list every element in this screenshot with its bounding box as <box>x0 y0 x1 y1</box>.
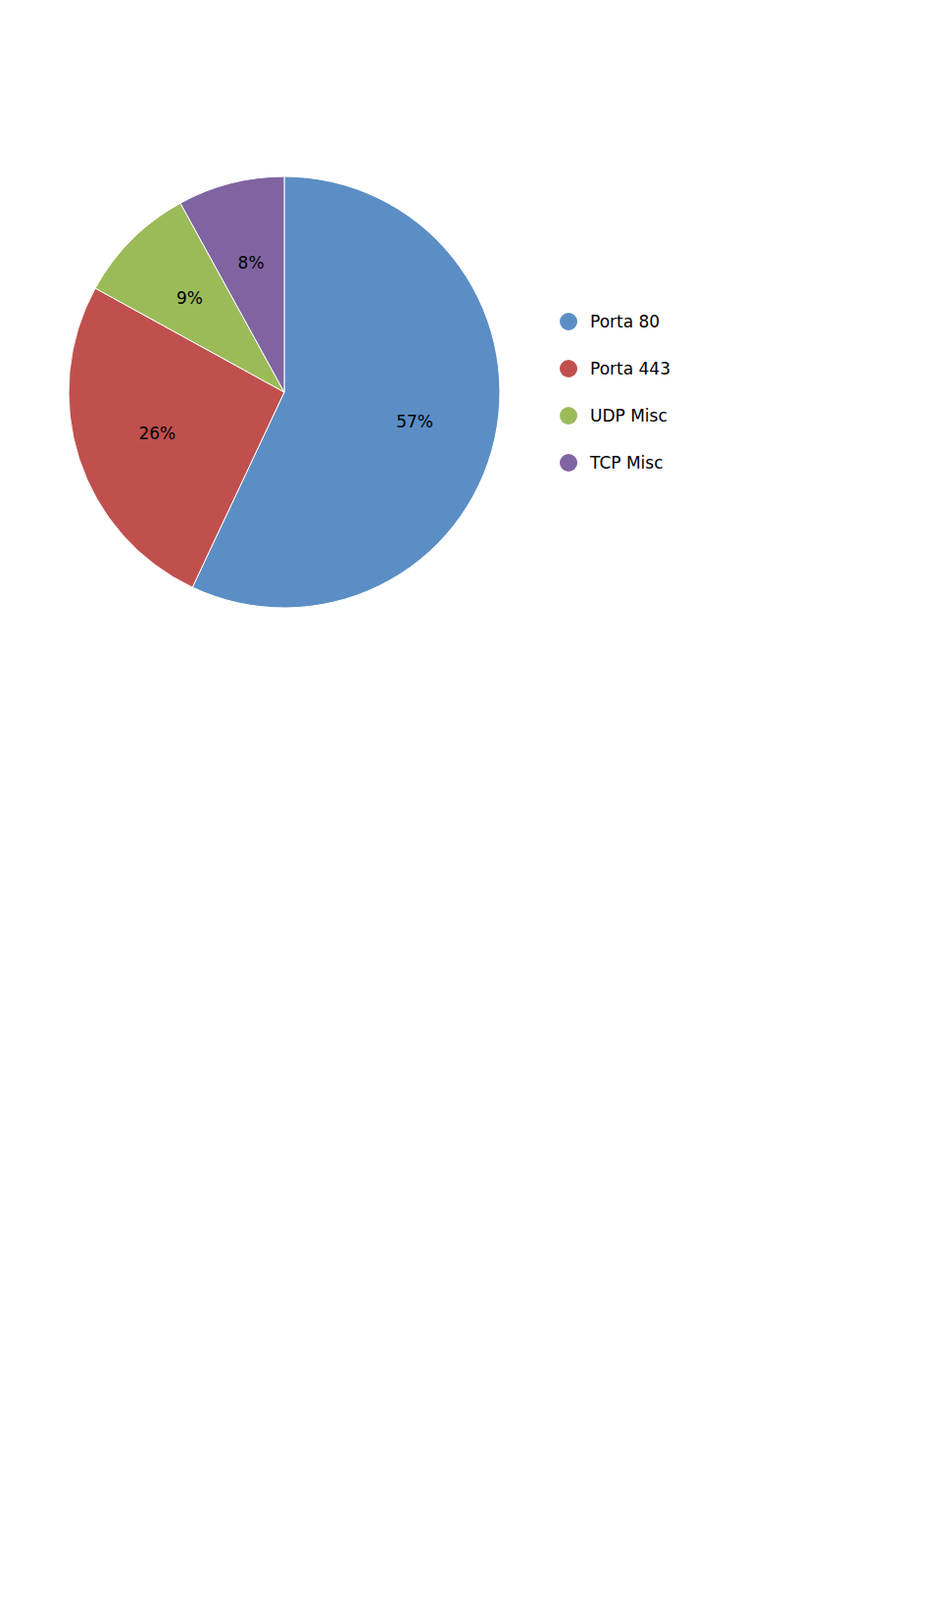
chart-container: 57% 26% 9% 8% Porta 80 Porta 443 UDP Misc TCP M… <box>0 0 941 1600</box>
background <box>0 0 941 1600</box>
legend: Porta 80 Porta 443 UDP Misc TCP Misc <box>559 311 671 473</box>
pie-wedges <box>68 176 500 608</box>
data-label: 9% <box>176 288 203 308</box>
data-label: 8% <box>238 252 265 273</box>
chart-svg: 57% 26% 9% 8% Porta 80 Porta 443 UDP Misc TCP M… <box>0 0 941 1600</box>
data-label: 26% <box>138 423 176 444</box>
pie-labels: 57% 26% 9% 8% <box>138 252 434 444</box>
pie-slice <box>180 176 285 393</box>
legend-swatch <box>559 453 578 472</box>
legend-label: TCP Misc <box>589 452 664 473</box>
legend-label: UDP Misc <box>590 405 668 426</box>
data-label: 57% <box>396 411 434 432</box>
legend-swatch <box>559 359 578 378</box>
legend-swatch <box>559 312 578 331</box>
legend-label: Porta 443 <box>590 358 671 379</box>
legend-swatch <box>559 406 578 425</box>
legend-label: Porta 80 <box>590 311 660 332</box>
